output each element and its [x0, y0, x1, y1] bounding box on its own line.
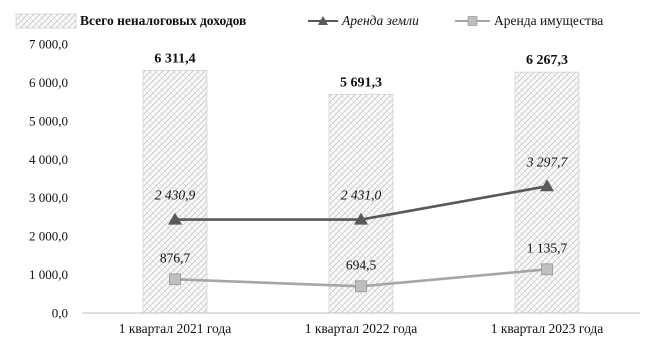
x-axis: 1 квартал 2021 года 1 квартал 2022 года 1 … — [119, 321, 604, 336]
bar-value-label: 5 691,3 — [340, 75, 382, 90]
square-marker — [169, 273, 181, 286]
legend-item-land-rent: Аренда земли — [308, 13, 419, 28]
bar — [514, 71, 580, 314]
y-tick-label: 3 000,0 — [29, 190, 68, 205]
property-rent-value-label: 876,7 — [160, 250, 191, 265]
legend-label-property-rent: Аренда имущества — [494, 13, 603, 28]
legend-label-land-rent: Аренда земли — [341, 13, 419, 28]
y-tick-label: 6 000,0 — [29, 75, 68, 90]
y-tick-label: 7 000,0 — [29, 37, 68, 52]
data-labels: 6 311,4 5 691,3 6 267,3 2 430,9 2 431,0 3 297… — [154, 51, 568, 272]
y-axis: 0,0 1 000,0 2 000,0 3 000,0 4 000,0 5 000,0 6 … — [29, 37, 68, 321]
x-tick-label: 1 квартал 2021 года — [119, 321, 232, 336]
bar-value-label: 6 267,3 — [526, 53, 568, 68]
legend: Всего неналоговых доходов Аренда земли А… — [15, 13, 603, 29]
legend-marker-land-rent — [318, 16, 328, 25]
y-tick-label: 4 000,0 — [29, 152, 68, 167]
legend-label-total: Всего неналоговых доходов — [80, 13, 246, 28]
y-tick-label: 5 000,0 — [29, 113, 68, 128]
land-rent-value-label: 2 430,9 — [155, 188, 196, 203]
bar — [142, 70, 208, 314]
property-rent-value-label: 694,5 — [346, 257, 377, 272]
legend-item-property-rent: Аренда имущества — [455, 13, 603, 28]
land-rent-value-label: 2 431,0 — [341, 188, 382, 203]
triangle-marker — [540, 179, 554, 192]
triangle-marker — [354, 212, 368, 225]
series-markers — [168, 179, 554, 293]
y-tick-label: 0,0 — [52, 306, 68, 321]
y-tick-label: 2 000,0 — [29, 229, 68, 244]
square-marker — [355, 280, 367, 293]
land-rent-value-label: 3 297,7 — [526, 154, 569, 169]
legend-swatch-total — [15, 13, 77, 29]
square-marker — [541, 263, 553, 276]
x-tick-label: 1 квартал 2022 года — [305, 321, 418, 336]
y-tick-label: 1 000,0 — [29, 267, 68, 282]
legend-marker-property-rent — [467, 16, 478, 26]
triangle-marker — [168, 212, 182, 225]
legend-item-total: Всего неналоговых доходов — [15, 13, 246, 29]
property-rent-value-label: 1 135,7 — [527, 240, 568, 255]
bar — [328, 93, 394, 314]
bar-value-label: 6 311,4 — [154, 51, 195, 66]
x-tick-label: 1 квартал 2023 года — [491, 321, 604, 336]
